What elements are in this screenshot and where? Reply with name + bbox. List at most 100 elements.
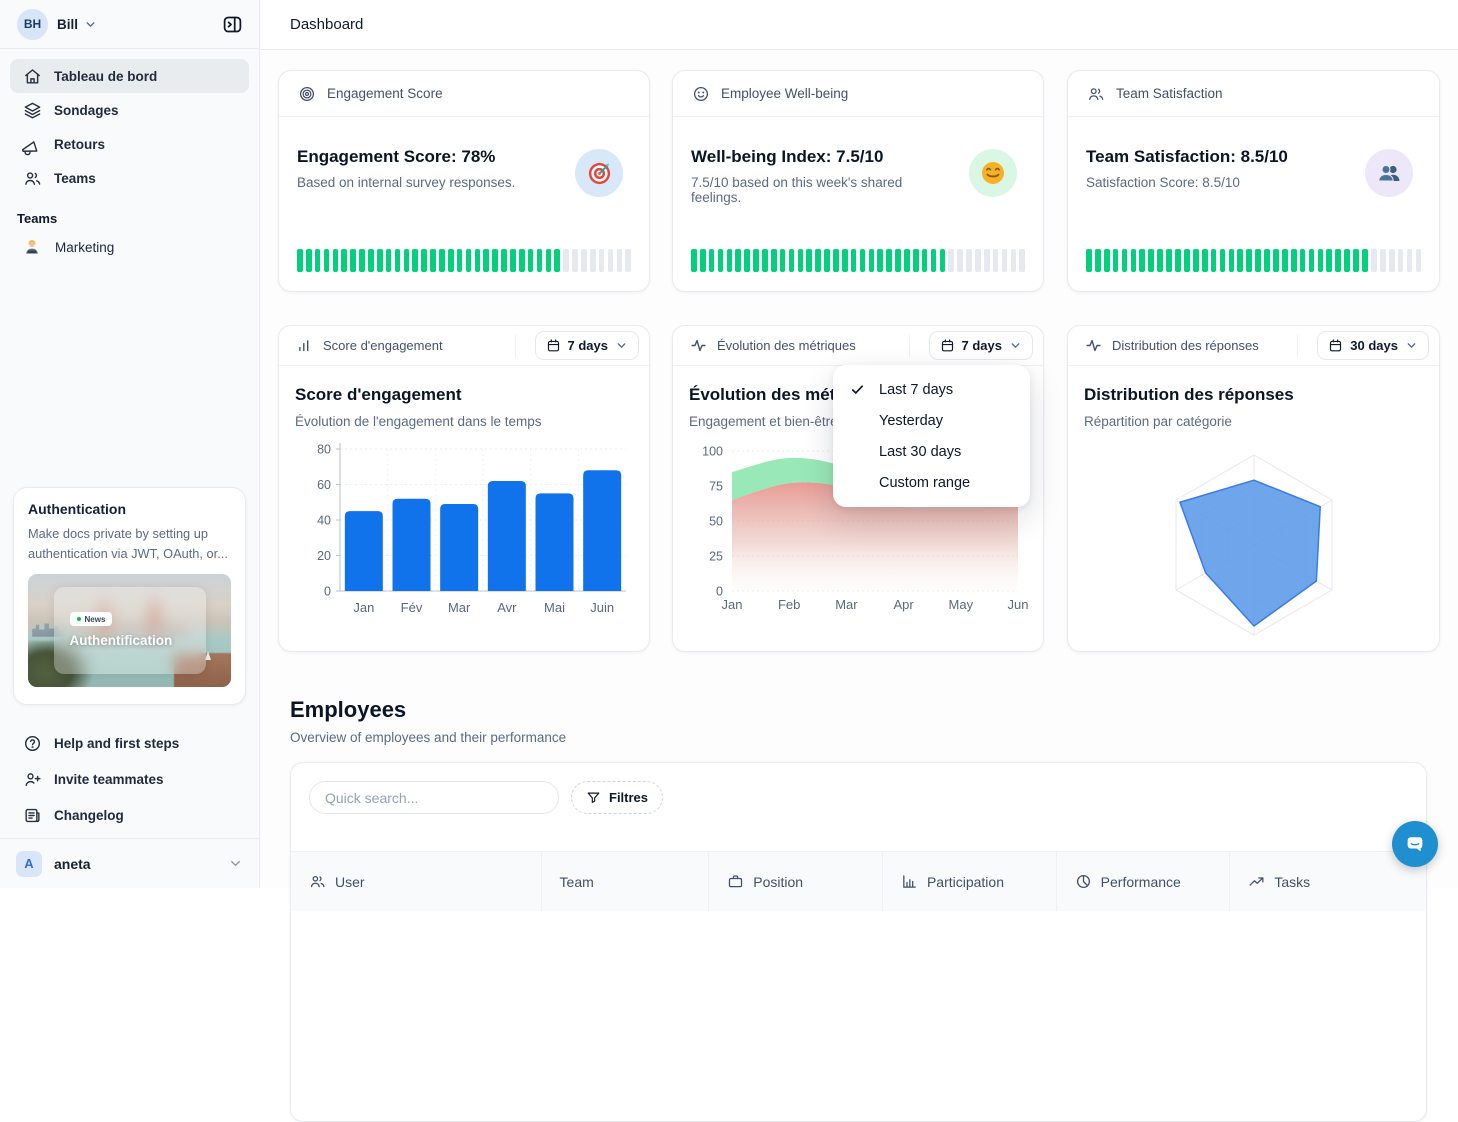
column-header-label: Team <box>559 873 594 890</box>
user-plus-icon <box>22 769 42 789</box>
progress-segment <box>1246 249 1253 272</box>
sidebar-nav: Tableau de bord Sondages Retours Teams <box>0 49 259 195</box>
promo-title: Authentication <box>28 501 126 517</box>
workspace-switcher[interactable]: A aneta <box>0 838 259 888</box>
news-badge-label: News <box>84 614 106 624</box>
progress-segment <box>1371 249 1377 272</box>
progress-segment <box>1388 249 1395 272</box>
employees-title: Employees <box>290 697 407 722</box>
promo-image-title: Authentification <box>69 633 173 649</box>
progress-segment <box>323 249 330 272</box>
sidebar-item-sondages[interactable]: Sondages <box>10 93 249 127</box>
team-satisfaction-card: Team Satisfaction Team Satisfaction: 8.5… <box>1067 70 1440 292</box>
sidebar-item-marketing[interactable]: Marketing <box>10 230 249 264</box>
card-header-label: Employee Well-being <box>721 86 849 101</box>
progress-segment <box>1157 249 1163 272</box>
progress-segment <box>456 249 463 272</box>
people-emoji <box>1365 149 1413 197</box>
progress-segment <box>735 249 742 272</box>
wellbeing-card: Employee Well-being Well-being Index: 7.… <box>672 70 1044 292</box>
layers-icon <box>22 100 42 120</box>
svg-text:Mar: Mar <box>835 597 858 612</box>
filters-button[interactable]: Filtres <box>571 781 664 814</box>
chat-launcher-button[interactable] <box>1392 821 1438 867</box>
promo-card[interactable]: Authentication Make docs private by sett… <box>13 487 246 705</box>
column-header-participation[interactable]: Participation <box>881 852 1056 911</box>
progress-segment <box>563 249 569 272</box>
search-input[interactable] <box>309 781 559 814</box>
sidebar-item-label: Retours <box>54 136 106 152</box>
progress-segment <box>850 249 857 272</box>
chevron-down-icon <box>615 339 628 352</box>
menu-item-custom-range[interactable]: Custom range <box>833 467 1030 498</box>
progress-segment <box>717 249 724 272</box>
progress-segment <box>859 249 866 272</box>
progress-segment <box>589 249 596 272</box>
progress-segment <box>385 249 392 272</box>
menu-item-yesterday[interactable]: Yesterday <box>833 405 1030 436</box>
progress-segment <box>886 249 892 272</box>
sidebar-item-invite[interactable]: Invite teammates <box>10 761 249 797</box>
svg-text:100: 100 <box>702 445 723 459</box>
sidebar-item-teams[interactable]: Teams <box>10 161 249 195</box>
column-header-team[interactable]: Team <box>540 852 709 911</box>
sidebar-item-label: Help and first steps <box>54 735 180 751</box>
progress-segment <box>439 249 445 272</box>
sidebar-item-changelog[interactable]: Changelog <box>10 797 249 833</box>
employees-subtitle: Overview of employees and their performa… <box>290 730 567 745</box>
menu-item-label: Last 30 days <box>879 443 962 460</box>
svg-text:Avr: Avr <box>497 600 517 615</box>
progress-segment <box>1406 249 1413 272</box>
progress-segment <box>297 249 303 272</box>
column-header-tasks[interactable]: Tasks <box>1229 852 1426 911</box>
workspace-avatar: A <box>16 850 42 877</box>
menu-item-last-7-days[interactable]: Last 7 days <box>833 374 1030 405</box>
progress-segment <box>1228 249 1235 272</box>
sidebar-item-tableau-de-bord[interactable]: Tableau de bord <box>10 59 249 93</box>
help-circle-icon <box>22 733 42 753</box>
sidebar-footer: Help and first steps Invite teammates Ch… <box>0 721 259 888</box>
column-header-user[interactable]: User <box>291 852 541 911</box>
collapse-sidebar-icon[interactable] <box>219 11 245 37</box>
progress-segment <box>992 249 999 272</box>
svg-text:Jan: Jan <box>722 597 743 612</box>
date-range-button[interactable]: 7 days <box>534 331 639 360</box>
avatar[interactable]: BH <box>17 8 48 40</box>
progress-segment <box>1094 249 1101 272</box>
user-name[interactable]: Bill <box>57 16 79 32</box>
progress-segment <box>788 249 795 272</box>
column-header-label: Performance <box>1100 873 1181 890</box>
promo-overlay-card: News Authentification <box>53 586 206 674</box>
progress-bar <box>1086 249 1422 272</box>
chevron-down-icon <box>228 856 243 871</box>
sidebar-item-retours[interactable]: Retours <box>10 127 249 161</box>
progress-segment <box>368 249 374 272</box>
table-header-row: User Team Position Participation <box>291 851 1426 911</box>
sidebar-item-help[interactable]: Help and first steps <box>10 725 249 761</box>
progress-segment <box>708 249 715 272</box>
card-header: Évolution des métriques 7 days <box>673 326 1043 366</box>
chevron-down-icon <box>1009 339 1022 352</box>
sidebar-item-label: Teams <box>54 170 96 186</box>
date-range-button[interactable]: 7 days <box>928 331 1033 360</box>
progress-segment <box>359 249 365 272</box>
svg-text:Mar: Mar <box>448 600 471 615</box>
column-header-performance[interactable]: Performance <box>1055 852 1230 911</box>
progress-segment <box>1344 249 1350 272</box>
card-header: Distribution des réponses 30 days <box>1068 326 1439 366</box>
chevron-down-icon[interactable] <box>84 18 97 31</box>
progress-segment <box>1103 249 1110 272</box>
promo-image[interactable]: News Authentification <box>28 573 231 687</box>
card-header: Score d'engagement 7 days <box>279 326 649 366</box>
smiley-outline-icon <box>691 84 711 104</box>
svg-text:80: 80 <box>317 443 331 457</box>
card-header-label: Team Satisfaction <box>1116 86 1223 101</box>
progress-segment <box>797 249 804 272</box>
column-header-position[interactable]: Position <box>708 852 882 911</box>
progress-segment <box>1299 249 1306 272</box>
menu-item-last-30-days[interactable]: Last 30 days <box>833 436 1030 467</box>
chart-subtitle: Évolution de l'engagement dans le temps <box>295 414 542 429</box>
progress-segment <box>1308 249 1315 272</box>
date-range-button[interactable]: 30 days <box>1317 331 1429 360</box>
progress-segment <box>394 249 401 272</box>
